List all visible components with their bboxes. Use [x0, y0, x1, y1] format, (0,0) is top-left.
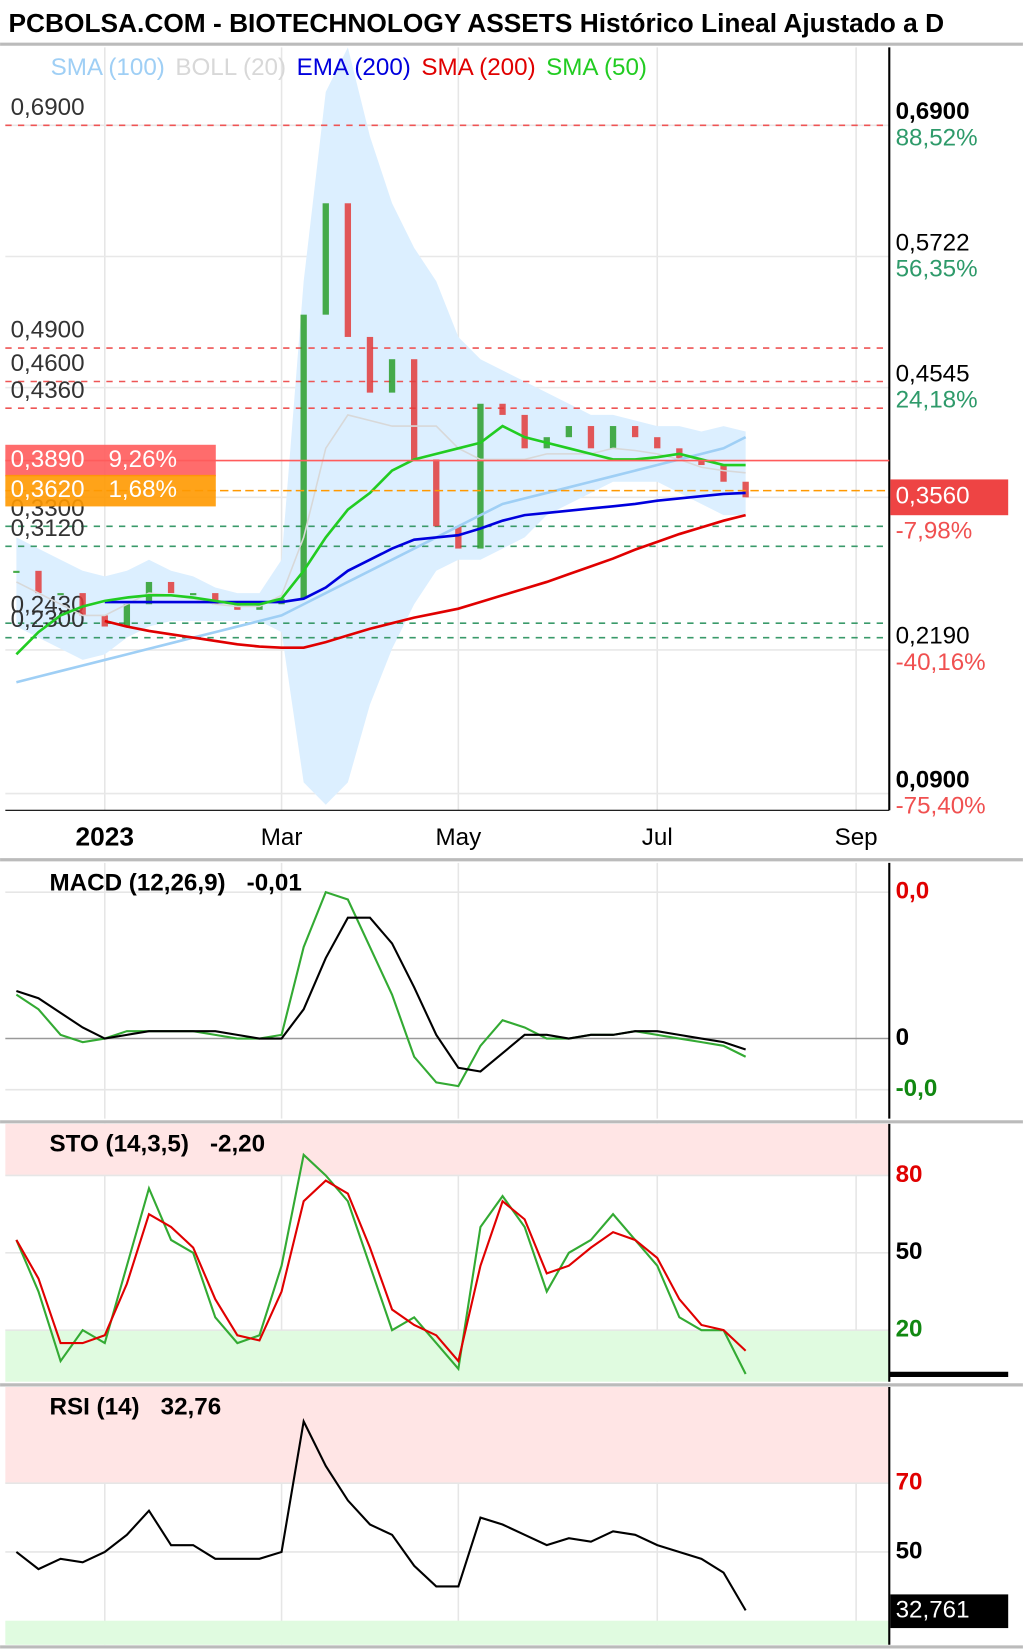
candle [13, 570, 20, 573]
zone [5, 1123, 890, 1176]
candle [123, 604, 131, 627]
y-tick-label: 0,4545 [896, 360, 970, 387]
y-tick-change: -7,98% [896, 517, 973, 544]
panel-title: RSI (14) [50, 1393, 140, 1420]
indicator-line [104, 491, 746, 604]
candle [433, 459, 440, 527]
candle [190, 593, 197, 596]
candle [587, 426, 595, 449]
panel-title: MACD (12,26,9) [50, 869, 226, 896]
candle [742, 481, 749, 498]
candle [609, 426, 617, 449]
highlight-label: 0,3890 [11, 446, 85, 473]
candle [720, 465, 727, 482]
y-tick-change: 56,35% [896, 256, 978, 283]
candle [654, 437, 661, 449]
candle [455, 526, 462, 549]
indicator-line [15, 424, 746, 656]
candle [388, 359, 396, 393]
zone [5, 1620, 890, 1645]
panel-value: -0,01 [247, 869, 302, 896]
candle [344, 203, 352, 337]
candle [101, 615, 108, 627]
candle [565, 426, 573, 438]
highlight-change: 9,26% [108, 446, 177, 473]
y-tick-label: 50 [896, 1537, 923, 1564]
y-tick-label: 70 [896, 1469, 923, 1496]
y-tick-change: 88,52% [896, 124, 978, 151]
candle [300, 314, 307, 599]
y-tick-label: -0,0 [896, 1075, 938, 1102]
candle [631, 426, 639, 438]
highlight-box [5, 444, 216, 477]
y-tick-label: 0,3560 [896, 483, 970, 510]
chart-title: PCBOLSA.COM - BIOTECHNOLOGY ASSETS Histó… [8, 8, 944, 38]
candle [366, 336, 374, 393]
last-value-label: 32,761 [896, 1597, 970, 1624]
level-label: 0,3120 [11, 515, 85, 542]
level-label: 0,4600 [11, 350, 85, 377]
x-tick-label: Mar [261, 824, 303, 851]
panel-value: -2,20 [210, 1130, 265, 1157]
panel-title: STO (14,3,5) [50, 1130, 189, 1157]
indicator-line [16, 435, 747, 684]
zone [5, 1386, 890, 1484]
candle [167, 581, 175, 594]
level-label: 0,2430 [11, 592, 85, 619]
highlight-label: 0,3620 [11, 476, 85, 503]
bollinger-band [16, 47, 746, 805]
candle [477, 403, 484, 549]
x-tick-label: 2023 [76, 822, 135, 852]
y-tick-change: -75,40% [896, 793, 986, 820]
legend-entry: EMA (200) [297, 54, 411, 81]
y-tick-label: 20 [896, 1316, 923, 1343]
level-label: 0,6900 [11, 94, 85, 121]
candle [698, 459, 705, 466]
candle [79, 593, 86, 616]
y-tick-label: 0 [896, 1024, 909, 1051]
y-tick-label: 0,5722 [896, 229, 970, 256]
legend-entry: BOLL (20) [175, 54, 286, 81]
candle [35, 570, 42, 594]
y-tick-label: 0,0900 [896, 766, 970, 793]
current-price-box [890, 479, 1009, 516]
candle [57, 593, 64, 596]
highlight-box [5, 474, 216, 507]
candle [212, 593, 219, 605]
y-tick-label: 0,2190 [896, 623, 970, 650]
candle [322, 203, 329, 315]
y-tick-change: 24,18% [896, 387, 978, 414]
y-tick-label: 80 [896, 1161, 923, 1188]
indicator-line [15, 1179, 747, 1364]
indicator-line [15, 1418, 747, 1611]
level-label: 0,4360 [11, 377, 85, 404]
x-tick-label: Sep [835, 824, 878, 851]
x-tick-label: Jul [642, 824, 673, 851]
candle [411, 359, 418, 460]
indicator-line [15, 1152, 747, 1375]
last-value-box [890, 1594, 1009, 1629]
x-tick-label: May [436, 824, 483, 851]
panel-value: 32,76 [161, 1393, 222, 1420]
level-label: 0,4900 [11, 317, 85, 344]
indicator-line [16, 414, 746, 617]
y-tick-change: -40,16% [896, 649, 986, 676]
y-tick-label: 0,6900 [896, 98, 970, 125]
y-tick-label: 0,0 [896, 878, 930, 905]
candle [521, 414, 528, 449]
legend-entry: SMA (200) [421, 54, 535, 81]
candle [499, 403, 506, 415]
highlight-change: 1,68% [108, 476, 177, 503]
indicator-line [16, 916, 746, 1073]
indicator-line [104, 513, 746, 650]
legend-entry: SMA (100) [51, 54, 165, 81]
y-tick-label: 50 [896, 1238, 923, 1265]
legend-entry: SMA (50) [546, 54, 647, 81]
layer [5, 47, 890, 1645]
